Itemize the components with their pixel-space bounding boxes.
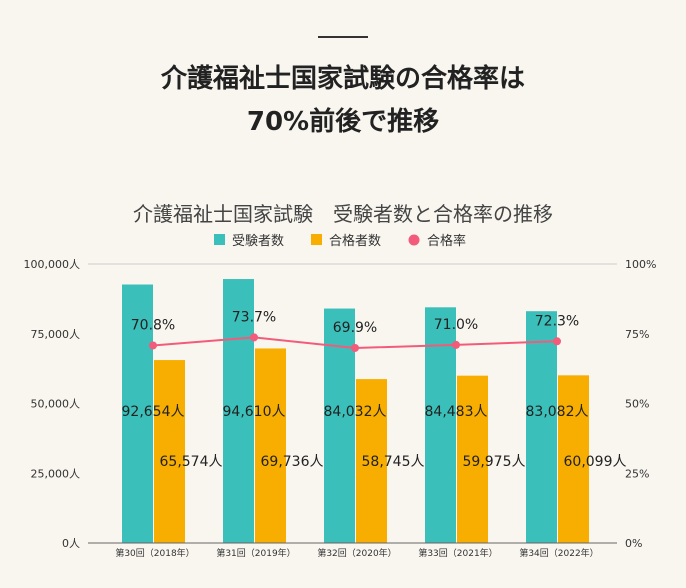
rate-data-label: 70.8% [131, 317, 175, 333]
legend-swatch-0 [214, 234, 225, 245]
rate-point [149, 341, 157, 350]
rate-point [452, 340, 460, 349]
rate-data-label: 69.9% [333, 320, 377, 336]
legend-swatch-2 [408, 234, 420, 246]
left-tick-label: 25,000人 [31, 467, 81, 480]
title-rule [318, 36, 368, 38]
page-heading-line2: 70%前後で推移 [246, 107, 440, 137]
examinees-data-label: 92,654人 [122, 404, 185, 420]
bar-examinees [122, 284, 153, 543]
right-tick-label: 100% [625, 258, 656, 271]
bar-examinees [526, 311, 557, 543]
examinees-data-label: 84,483人 [425, 404, 488, 420]
x-tick-label: 第34回（2022年） [519, 547, 598, 559]
bar-passers [356, 379, 387, 543]
passers-data-label: 60,099人 [564, 454, 627, 470]
examinees-data-label: 94,610人 [223, 404, 286, 420]
bar-passers [255, 348, 286, 543]
page-heading-line1: 介護福祉士国家試験の合格率は [160, 64, 525, 94]
right-tick-label: 50% [625, 398, 649, 411]
rate-point [553, 337, 561, 346]
bar-examinees [324, 308, 355, 543]
rate-data-label: 71.0% [434, 317, 478, 333]
passers-data-label: 65,574人 [160, 454, 223, 470]
rate-point [250, 333, 258, 342]
legend-label-1: 合格者数 [329, 233, 381, 249]
legend-label-0: 受験者数 [232, 234, 284, 249]
right-tick-label: 75% [625, 328, 649, 341]
legend-label-2: 合格率 [427, 233, 466, 249]
x-tick-label: 第33回（2021年） [418, 547, 497, 559]
legend-swatch-1 [311, 234, 322, 245]
rate-data-label: 72.3% [535, 313, 579, 329]
left-tick-label: 75,000人 [31, 328, 81, 341]
x-tick-label: 第31回（2019年） [216, 547, 295, 559]
passers-data-label: 58,745人 [362, 454, 425, 470]
examinees-data-label: 83,082人 [526, 404, 589, 420]
passers-data-label: 59,975人 [463, 454, 526, 470]
right-tick-label: 25% [625, 467, 649, 480]
left-tick-label: 50,000人 [31, 398, 81, 411]
rate-point [351, 343, 359, 352]
bar-passers [558, 375, 589, 543]
examinees-data-label: 84,032人 [324, 404, 387, 420]
chart-title: 介護福祉士国家試験 受験者数と合格率の推移 [133, 202, 553, 226]
bar-passers [457, 375, 488, 543]
passers-data-label: 69,736人 [261, 454, 324, 470]
rate-data-label: 73.7% [232, 309, 276, 325]
left-tick-label: 100,000人 [24, 258, 81, 271]
x-tick-label: 第30回（2018年） [115, 547, 194, 559]
left-tick-label: 0人 [62, 537, 80, 550]
bar-passers [154, 360, 185, 543]
bar-examinees [425, 307, 456, 543]
x-tick-label: 第32回（2020年） [317, 547, 396, 559]
bar-examinees [223, 279, 254, 543]
right-tick-label: 0% [625, 537, 642, 550]
